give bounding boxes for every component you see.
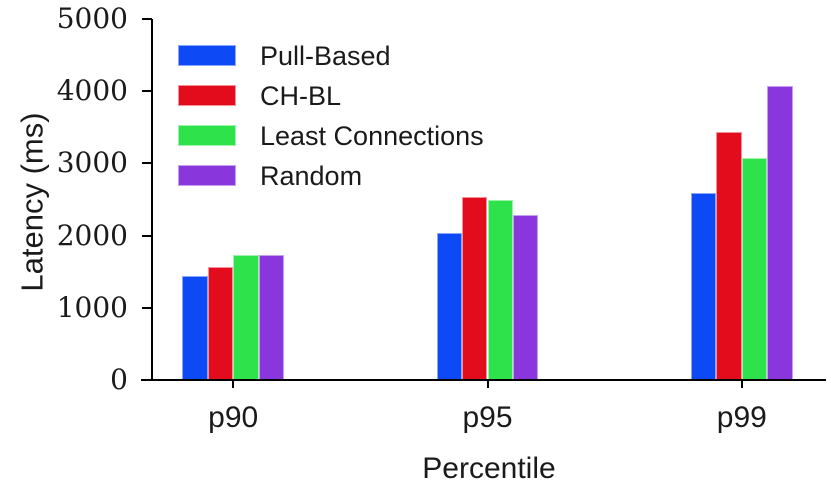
y-axis-title: Latency (ms)	[14, 112, 50, 292]
legend-swatch	[178, 85, 236, 106]
x-tick-mark	[486, 380, 489, 388]
x-category-label-p95: p95	[462, 401, 513, 434]
bar-p95-least-connections	[487, 199, 513, 380]
bar-p90-ch-bl	[207, 267, 234, 380]
x-tick-mark	[740, 380, 743, 388]
y-tick-mark	[142, 306, 152, 309]
y-tick-label: 5000	[56, 2, 128, 35]
y-tick-label: 1000	[56, 290, 128, 324]
y-tick-label: 4000	[56, 74, 128, 108]
bar-p99-ch-bl	[716, 132, 742, 380]
x-tick-mark	[232, 380, 235, 388]
y-tick-mark	[142, 234, 152, 237]
legend-label: Least Connections	[260, 120, 484, 151]
y-tick-label: 2000	[56, 218, 128, 252]
y-axis-spine	[151, 19, 153, 381]
y-tick-mark	[142, 90, 152, 93]
x-category-label-p90: p90	[208, 401, 259, 434]
y-tick-mark	[142, 18, 152, 20]
x-category-label-p99: p99	[716, 401, 767, 434]
y-tick-label: 0	[110, 363, 128, 396]
bar-p99-pull-based	[691, 193, 717, 380]
y-tick-label: 3000	[56, 146, 128, 180]
bar-p95-random	[512, 215, 539, 380]
legend-label: Random	[260, 160, 363, 191]
bar-p90-random	[258, 254, 284, 380]
legend-label: Pull-Based	[260, 40, 391, 71]
bar-p99-least-connections	[741, 158, 768, 380]
bar-p90-pull-based	[182, 276, 208, 380]
x-axis-spine	[141, 379, 826, 381]
legend-label: CH-BL	[260, 80, 342, 111]
bar-p95-pull-based	[436, 232, 463, 380]
legend-swatch	[178, 125, 236, 146]
legend-swatch	[178, 165, 236, 186]
bar-p99-random	[767, 86, 793, 380]
bar-p95-ch-bl	[462, 196, 488, 380]
legend-swatch	[178, 45, 236, 66]
x-axis-title: Percentile	[422, 452, 556, 485]
bar-p90-least-connections	[233, 255, 259, 380]
y-tick-mark	[142, 162, 152, 165]
